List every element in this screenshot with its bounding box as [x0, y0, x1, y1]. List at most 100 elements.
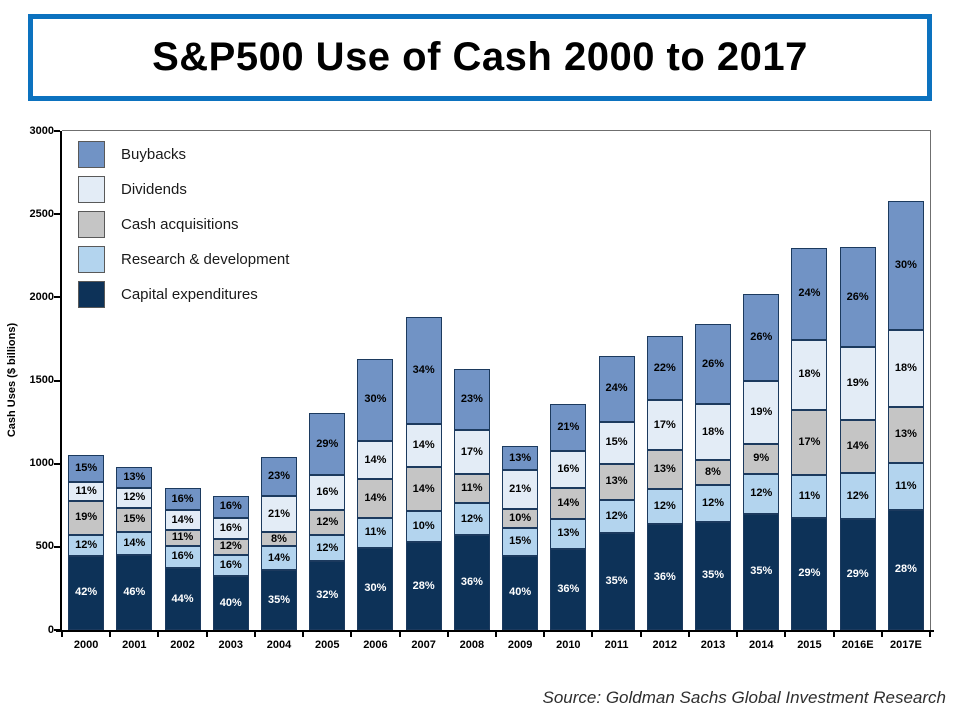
segment-value-label: 12%	[75, 538, 98, 551]
segment-value-label: 18%	[798, 368, 821, 381]
x-tick-label-2013: 2013	[700, 639, 726, 651]
x-tick-mark	[109, 632, 112, 637]
x-tick-label-2004: 2004	[266, 639, 292, 651]
segment-value-label: 14%	[557, 496, 580, 509]
segment-research-development-2002: 16%	[164, 545, 201, 568]
segment-value-label: 26%	[846, 290, 869, 303]
segment-research-development-2009: 15%	[502, 527, 539, 556]
segment-value-label: 8%	[705, 465, 721, 478]
x-tick-label-2017E: 2017E	[889, 639, 922, 651]
segment-research-development-2003: 16%	[212, 555, 249, 577]
segment-value-label: 19%	[846, 376, 869, 389]
segment-value-label: 35%	[701, 569, 725, 582]
segment-cash-acquisitions-2014: 9%	[743, 443, 780, 474]
legend-item-cash-acquisitions: Cash acquisitions	[78, 211, 289, 238]
segment-capital-expenditures-2011: 35%	[598, 533, 635, 630]
segment-buybacks-2013: 26%	[695, 323, 731, 405]
segment-value-label: 16%	[219, 521, 242, 534]
y-tick-label: 2000	[29, 290, 54, 303]
segment-capital-expenditures-2005: 32%	[309, 561, 346, 630]
x-tick-label-2014: 2014	[748, 639, 774, 651]
segment-buybacks-2003: 16%	[212, 496, 249, 518]
segment-research-development-2006: 11%	[357, 517, 394, 548]
segment-value-label: 17%	[798, 436, 821, 449]
segment-dividends-2015: 18%	[791, 340, 828, 410]
segment-value-label: 15%	[605, 436, 628, 449]
legend-label: Dividends	[121, 181, 187, 198]
segment-value-label: 11%	[364, 526, 387, 539]
segment-value-label: 34%	[412, 363, 435, 376]
segment-value-label: 12%	[316, 541, 339, 554]
y-tick-label: 1500	[29, 374, 54, 386]
segment-capital-expenditures-2007: 28%	[405, 542, 442, 630]
segment-cash-acquisitions-2000: 19%	[68, 501, 105, 535]
segment-research-development-2005: 12%	[309, 535, 346, 562]
segment-capital-expenditures-2008: 36%	[453, 535, 490, 630]
segment-value-label: 14%	[364, 492, 387, 505]
x-tick-mark	[446, 632, 449, 637]
segment-value-label: 12%	[846, 489, 869, 502]
legend-swatch	[78, 246, 105, 273]
x-tick-mark	[687, 632, 690, 637]
segment-value-label: 15%	[509, 535, 532, 548]
segment-value-label: 13%	[894, 428, 917, 441]
segment-value-label: 10%	[509, 512, 532, 525]
segment-value-label: 11%	[798, 490, 821, 503]
segment-buybacks-2012: 22%	[646, 335, 683, 401]
segment-cash-acquisitions-2006: 14%	[357, 479, 394, 518]
segment-value-label: 22%	[653, 361, 676, 374]
segment-dividends-2004: 21%	[261, 496, 297, 533]
segment-value-label: 16%	[219, 500, 242, 513]
segment-value-label: 16%	[171, 550, 194, 563]
segment-capital-expenditures-2006: 30%	[357, 547, 394, 630]
segment-value-label: 19%	[75, 511, 98, 524]
segment-value-label: 11%	[171, 531, 194, 544]
segment-buybacks-2016E: 26%	[839, 247, 876, 347]
x-tick-label-2010: 2010	[556, 639, 581, 651]
segment-value-label: 14%	[412, 482, 435, 495]
segment-cash-acquisitions-2008: 11%	[453, 474, 490, 504]
y-tick-mark	[54, 213, 60, 216]
segment-value-label: 26%	[750, 330, 773, 343]
x-tick-mark	[639, 632, 642, 637]
segment-buybacks-2017E: 30%	[887, 200, 924, 330]
segment-capital-expenditures-2002: 44%	[164, 568, 201, 630]
segment-capital-expenditures-2003: 40%	[212, 576, 249, 630]
segment-value-label: 13%	[605, 475, 628, 488]
bar-2010: 36% 13% 14% 16% 21%	[550, 403, 587, 630]
segment-dividends-2013: 18%	[695, 404, 731, 460]
segment-dividends-2001: 12%	[116, 488, 153, 508]
bar-2007: 28% 10% 14% 14% 34%	[405, 317, 442, 630]
x-tick-mark	[61, 632, 63, 637]
segment-capital-expenditures-2017E: 28%	[887, 509, 924, 630]
segment-dividends-2006: 14%	[357, 441, 394, 480]
segment-buybacks-2005: 29%	[309, 413, 346, 476]
segment-value-label: 23%	[267, 470, 291, 483]
segment-cash-acquisitions-2004: 8%	[261, 532, 297, 547]
segment-value-label: 13%	[653, 463, 676, 476]
segment-value-label: 12%	[653, 499, 676, 512]
segment-research-development-2015: 11%	[791, 475, 828, 518]
segment-cash-acquisitions-2003: 12%	[212, 538, 249, 555]
y-tick-mark	[54, 629, 60, 631]
bar-2002: 44% 16% 11% 14% 16%	[164, 487, 201, 630]
x-tick-mark	[495, 632, 497, 637]
segment-value-label: 14%	[412, 439, 435, 451]
x-tick-label-2008: 2008	[459, 639, 485, 651]
legend-label: Cash acquisitions	[121, 216, 239, 233]
segment-cash-acquisitions-2015: 17%	[791, 409, 828, 476]
segment-research-development-2016E: 12%	[839, 473, 876, 520]
segment-research-development-2007: 10%	[405, 511, 442, 543]
x-tick-label-2000: 2000	[73, 639, 99, 651]
segment-value-label: 40%	[219, 596, 242, 609]
x-tick-label-2006: 2006	[363, 639, 388, 651]
plot-area: Buybacks Dividends Cash acquisitions Resear…	[62, 131, 930, 630]
segment-buybacks-2002: 16%	[164, 487, 201, 511]
segment-value-label: 28%	[894, 563, 917, 576]
segment-capital-expenditures-2000: 42%	[68, 555, 105, 630]
y-axis-line	[60, 131, 62, 632]
x-tick-mark	[832, 632, 835, 637]
segment-value-label: 12%	[316, 516, 339, 528]
segment-dividends-2002: 14%	[164, 510, 201, 530]
